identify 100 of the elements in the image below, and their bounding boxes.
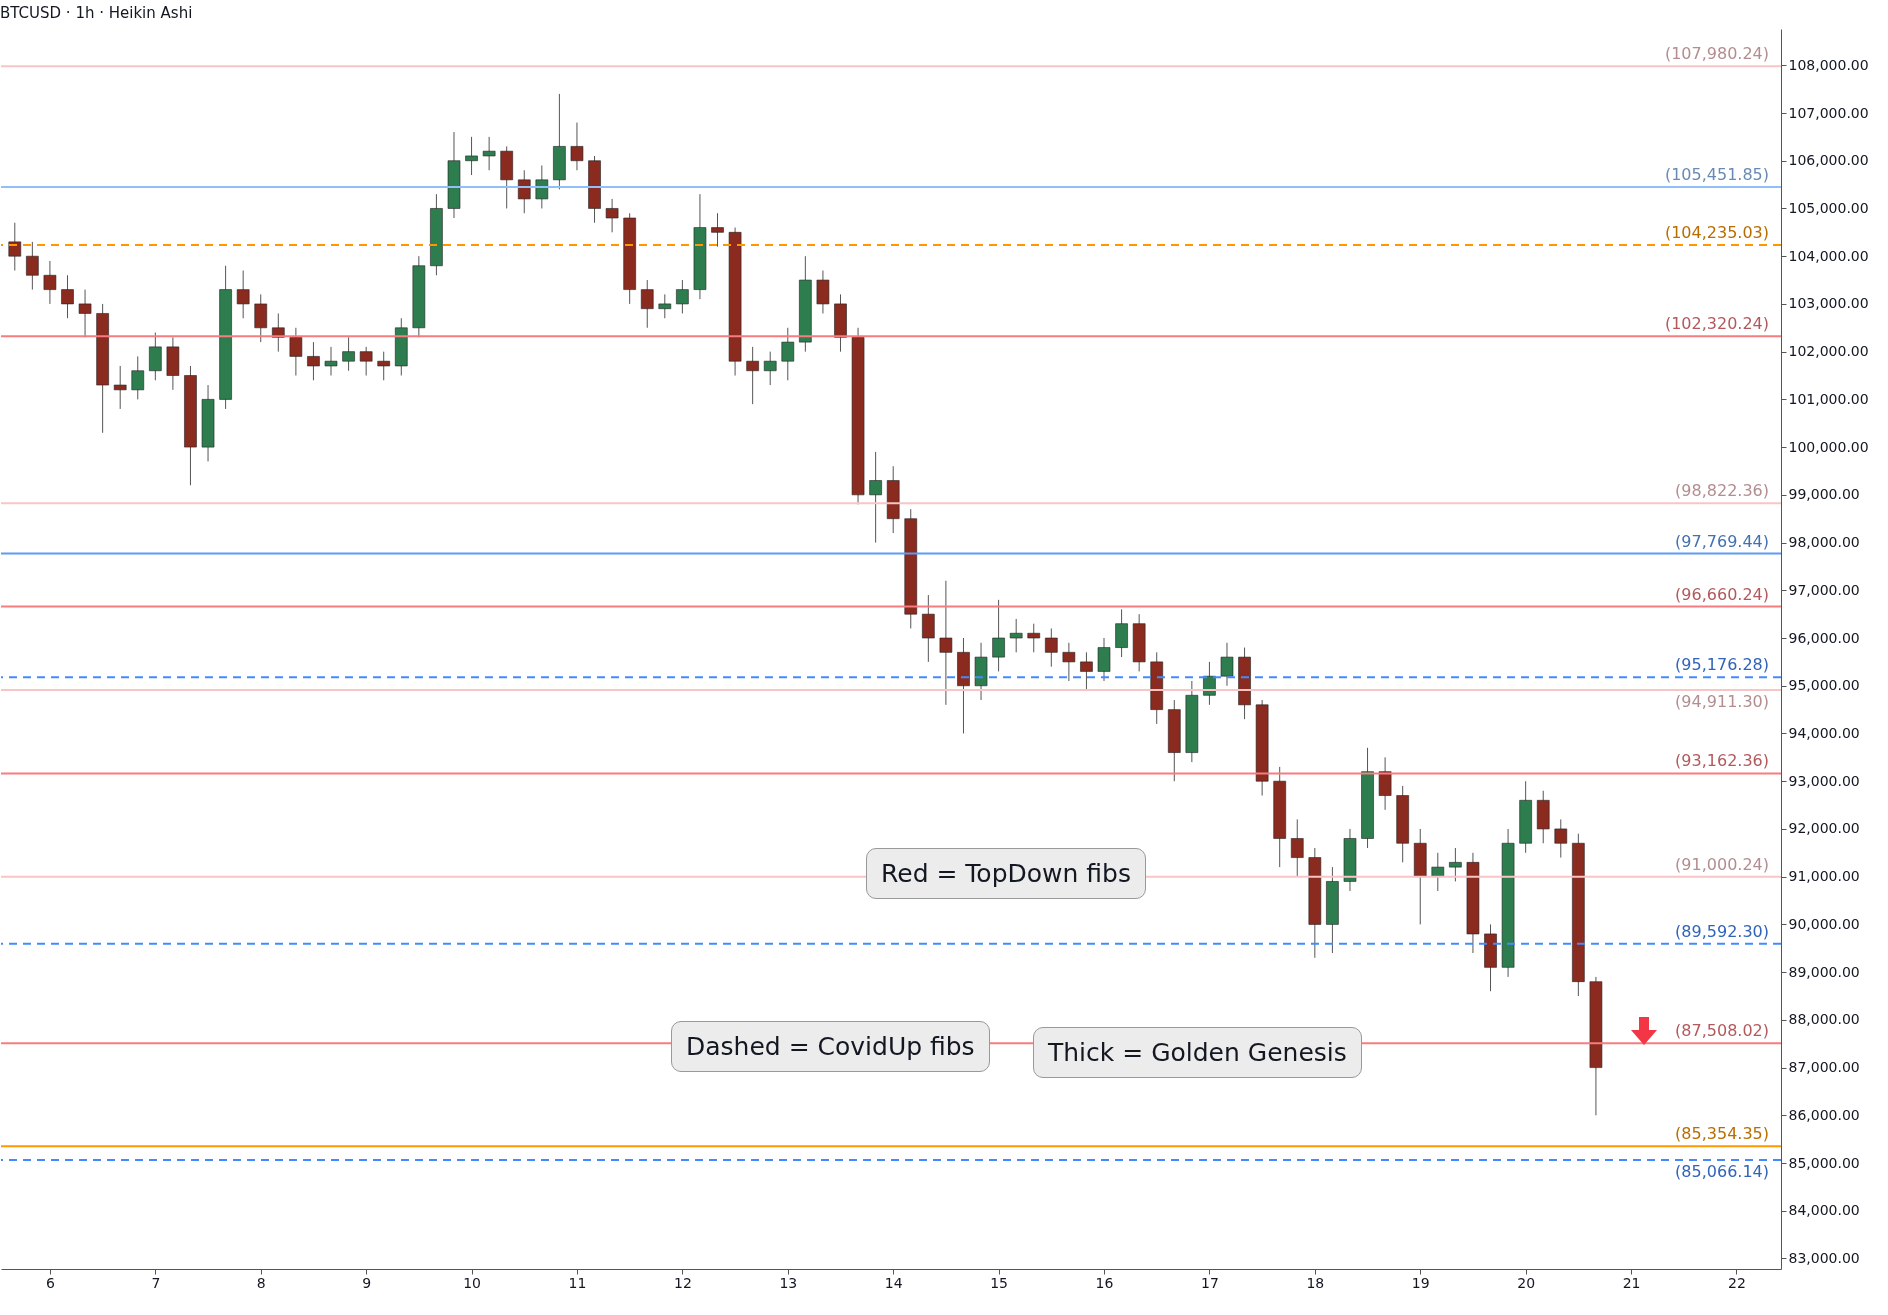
x-tick-label: 15	[990, 1274, 1009, 1291]
x-tick-label: 12	[673, 1274, 692, 1291]
candlestick	[324, 346, 338, 377]
y-tick-label: 105,000.00	[1788, 199, 1869, 216]
candlestick	[43, 260, 57, 305]
y-tick-label: 108,000.00	[1788, 56, 1869, 73]
candlestick	[658, 293, 672, 319]
y-tick-label: 83,000.00	[1788, 1250, 1860, 1266]
y-tick-label: 95,000.00	[1788, 677, 1860, 694]
x-tick-label: 22	[1728, 1274, 1746, 1291]
y-tick-label: 106,000.00	[1788, 152, 1869, 169]
y-tick-label: 104,000.00	[1788, 247, 1869, 264]
candlestick	[26, 241, 39, 291]
annotation: Red = TopDown fibs	[866, 848, 1146, 899]
ref-line-label: (97,769.44)	[1675, 531, 1769, 551]
x-tick-label: 18	[1306, 1274, 1325, 1291]
x-tick-label: 11	[568, 1274, 587, 1291]
ref-line-label: (91,000.24)	[1675, 854, 1769, 874]
x-tick-label: 9	[362, 1274, 372, 1291]
ref-line-label: (107,980.24)	[1664, 44, 1769, 64]
x-tick-label: 6	[45, 1274, 55, 1291]
candlestick	[1045, 627, 1058, 668]
candlestick	[763, 351, 777, 386]
candlestick	[113, 365, 127, 410]
candlestick	[342, 336, 355, 372]
y-tick-label: 93,000.00	[1788, 772, 1860, 789]
x-tick-label: 19	[1411, 1274, 1430, 1291]
candlestick	[1080, 651, 1093, 692]
x-tick-label: 17	[1201, 1274, 1219, 1291]
y-tick-label: 86,000.00	[1788, 1106, 1860, 1123]
y-tick-label: 101,000.00	[1788, 390, 1869, 407]
candlestick	[676, 279, 689, 314]
candlestick	[131, 355, 145, 400]
x-tick-label: 7	[151, 1274, 161, 1291]
ref-line-label: (85,354.35)	[1675, 1124, 1769, 1144]
y-tick-label: 107,000.00	[1788, 104, 1869, 121]
candlestick	[78, 289, 92, 338]
candlestick	[482, 136, 496, 171]
candlestick	[939, 580, 953, 706]
candlestick	[61, 274, 74, 319]
ref-line-label: (104,235.03)	[1664, 222, 1769, 242]
candlestick	[640, 279, 654, 329]
candlestick	[359, 346, 373, 377]
y-tick-label: 97,000.00	[1788, 581, 1860, 598]
candlestick	[465, 136, 478, 176]
y-tick-label: 84,000.00	[1788, 1202, 1860, 1219]
y-tick-label: 100,000.00	[1788, 438, 1869, 455]
candlestick	[711, 212, 724, 248]
candlestick	[922, 594, 935, 663]
y-tick-label: 89,000.00	[1788, 963, 1860, 980]
chart-title: BTCUSD · 1h · Heikin Ashi	[0, 4, 193, 22]
ref-line-label: (95,176.28)	[1675, 655, 1769, 675]
x-tick-label: 13	[779, 1274, 798, 1291]
x-tick-label: 10	[463, 1274, 481, 1291]
y-tick-label: 91,000.00	[1788, 868, 1860, 885]
candlestick	[816, 270, 830, 314]
candlestick	[570, 122, 584, 171]
y-tick-label: 96,000.00	[1788, 629, 1860, 646]
candlestick	[992, 599, 1005, 672]
x-tick-label: 14	[884, 1274, 903, 1291]
candlestick	[1554, 818, 1568, 859]
candlestick	[746, 346, 759, 405]
candlestick	[1431, 852, 1445, 892]
annotation: Dashed = CovidUp fibs	[671, 1021, 990, 1072]
y-tick-label: 103,000.00	[1788, 295, 1869, 312]
y-tick-label: 99,000.00	[1788, 486, 1860, 503]
x-tick-label: 16	[1095, 1274, 1114, 1291]
candlestick	[781, 327, 795, 381]
y-tick-label: 102,000.00	[1788, 343, 1869, 360]
candlestick	[1290, 818, 1304, 878]
candlestick	[869, 451, 882, 544]
ref-line-label: (94,911.30)	[1675, 691, 1769, 711]
x-tick-label: 20	[1517, 1274, 1536, 1291]
candlestick	[377, 351, 391, 381]
candlestick	[1115, 608, 1128, 658]
x-tick-label: 21	[1622, 1274, 1641, 1291]
candlestick	[254, 293, 268, 343]
candlestick	[1097, 637, 1111, 682]
ref-line-label: (98,822.36)	[1675, 481, 1769, 501]
candlestick	[1378, 756, 1392, 811]
candlestick	[236, 270, 250, 319]
y-tick-label: 94,000.00	[1788, 724, 1860, 741]
ref-line-label: (93,162.36)	[1675, 751, 1769, 771]
y-tick-label: 90,000.00	[1788, 915, 1860, 932]
candlestick	[8, 222, 22, 272]
y-tick-label: 87,000.00	[1788, 1059, 1860, 1076]
x-tick-label: 8	[256, 1274, 266, 1291]
ref-line-label: (87,508.02)	[1675, 1021, 1769, 1041]
ref-line-label: (85,066.14)	[1675, 1161, 1769, 1181]
candlestick	[1449, 847, 1462, 882]
annotation: Thick = Golden Genesis	[1033, 1027, 1362, 1078]
y-tick-label: 88,000.00	[1788, 1011, 1860, 1028]
ref-line-label: (89,592.30)	[1675, 921, 1769, 941]
candlestick	[1220, 642, 1234, 687]
y-tick-label: 92,000.00	[1788, 820, 1860, 837]
candlestick	[1027, 623, 1041, 653]
candlestick	[289, 327, 303, 377]
y-tick-label: 98,000.00	[1788, 534, 1860, 551]
candlestick	[605, 198, 619, 233]
candlestick	[1062, 642, 1076, 682]
